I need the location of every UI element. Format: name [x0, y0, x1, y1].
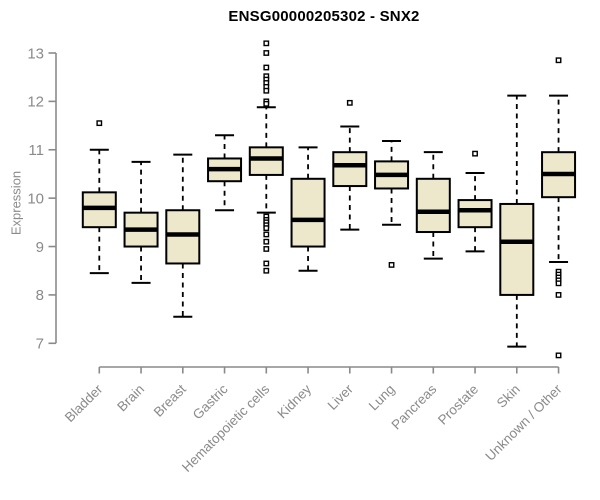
boxplot-liver [332, 99, 368, 231]
y-tick-label: 11 [28, 142, 44, 159]
outlier-point [555, 280, 562, 287]
y-tick-label: 10 [27, 190, 44, 207]
iqr-box [165, 209, 201, 265]
boxplot-gastric [207, 134, 243, 212]
boxplot-skin [499, 94, 535, 348]
boxplot-breast [165, 153, 201, 318]
y-tick-label: 13 [27, 45, 44, 62]
outlier-point [263, 260, 270, 267]
iqr-box [248, 146, 284, 176]
iqr-box [499, 202, 535, 296]
x-tick-label: Brain [114, 382, 147, 415]
x-tick-label: Liver [325, 381, 357, 413]
x-tick-label: Pancreas [388, 381, 439, 432]
x-tick-label: Prostate [435, 382, 481, 428]
outlier-point [388, 262, 395, 268]
outlier-point [263, 50, 270, 56]
outlier-point [263, 40, 270, 47]
boxplot-lung [374, 140, 410, 268]
boxplot-prostate [457, 150, 493, 253]
outlier-point [263, 267, 270, 274]
y-tick-label: 8 [36, 287, 44, 304]
boxplot-kidney [290, 146, 326, 272]
iqr-box [290, 177, 326, 248]
y-tick-label: 12 [27, 94, 44, 111]
outlier-point [346, 99, 353, 106]
iqr-box [457, 199, 493, 229]
x-tick-label: Bladder [62, 381, 106, 425]
x-tick-label: Breast [151, 381, 189, 419]
outlier-point [555, 292, 562, 298]
boxplot-brain [123, 160, 159, 284]
iqr-box [415, 177, 451, 234]
outlier-point [555, 57, 562, 64]
boxplot-bladder [81, 120, 117, 275]
boxplot-pancreas [415, 151, 451, 260]
outlier-point [263, 87, 270, 94]
outlier-point [263, 225, 270, 232]
y-tick-label: 7 [36, 336, 44, 353]
outlier-point [555, 352, 562, 359]
chart-title: ENSG00000205302 - SNX2 [228, 8, 420, 25]
x-tick-label: Lung [366, 382, 398, 414]
outlier-point [263, 246, 270, 252]
y-tick-label: 9 [36, 239, 44, 256]
outlier-point [263, 64, 270, 71]
iqr-box [332, 151, 368, 188]
boxplot-unknown-other [541, 57, 577, 359]
x-tick-label: Kidney [274, 381, 314, 421]
x-tick-label: Skin [494, 382, 523, 411]
boxplot-hematopoietic-cells [248, 40, 284, 274]
outlier-point [263, 231, 270, 238]
outlier-point [472, 150, 478, 157]
outlier-point [263, 100, 270, 107]
x-tick-label: Gastric [190, 381, 231, 422]
outlier-point [96, 120, 103, 127]
outlier-point [263, 238, 270, 245]
x-tick-label: Unknown / Other [482, 381, 565, 464]
